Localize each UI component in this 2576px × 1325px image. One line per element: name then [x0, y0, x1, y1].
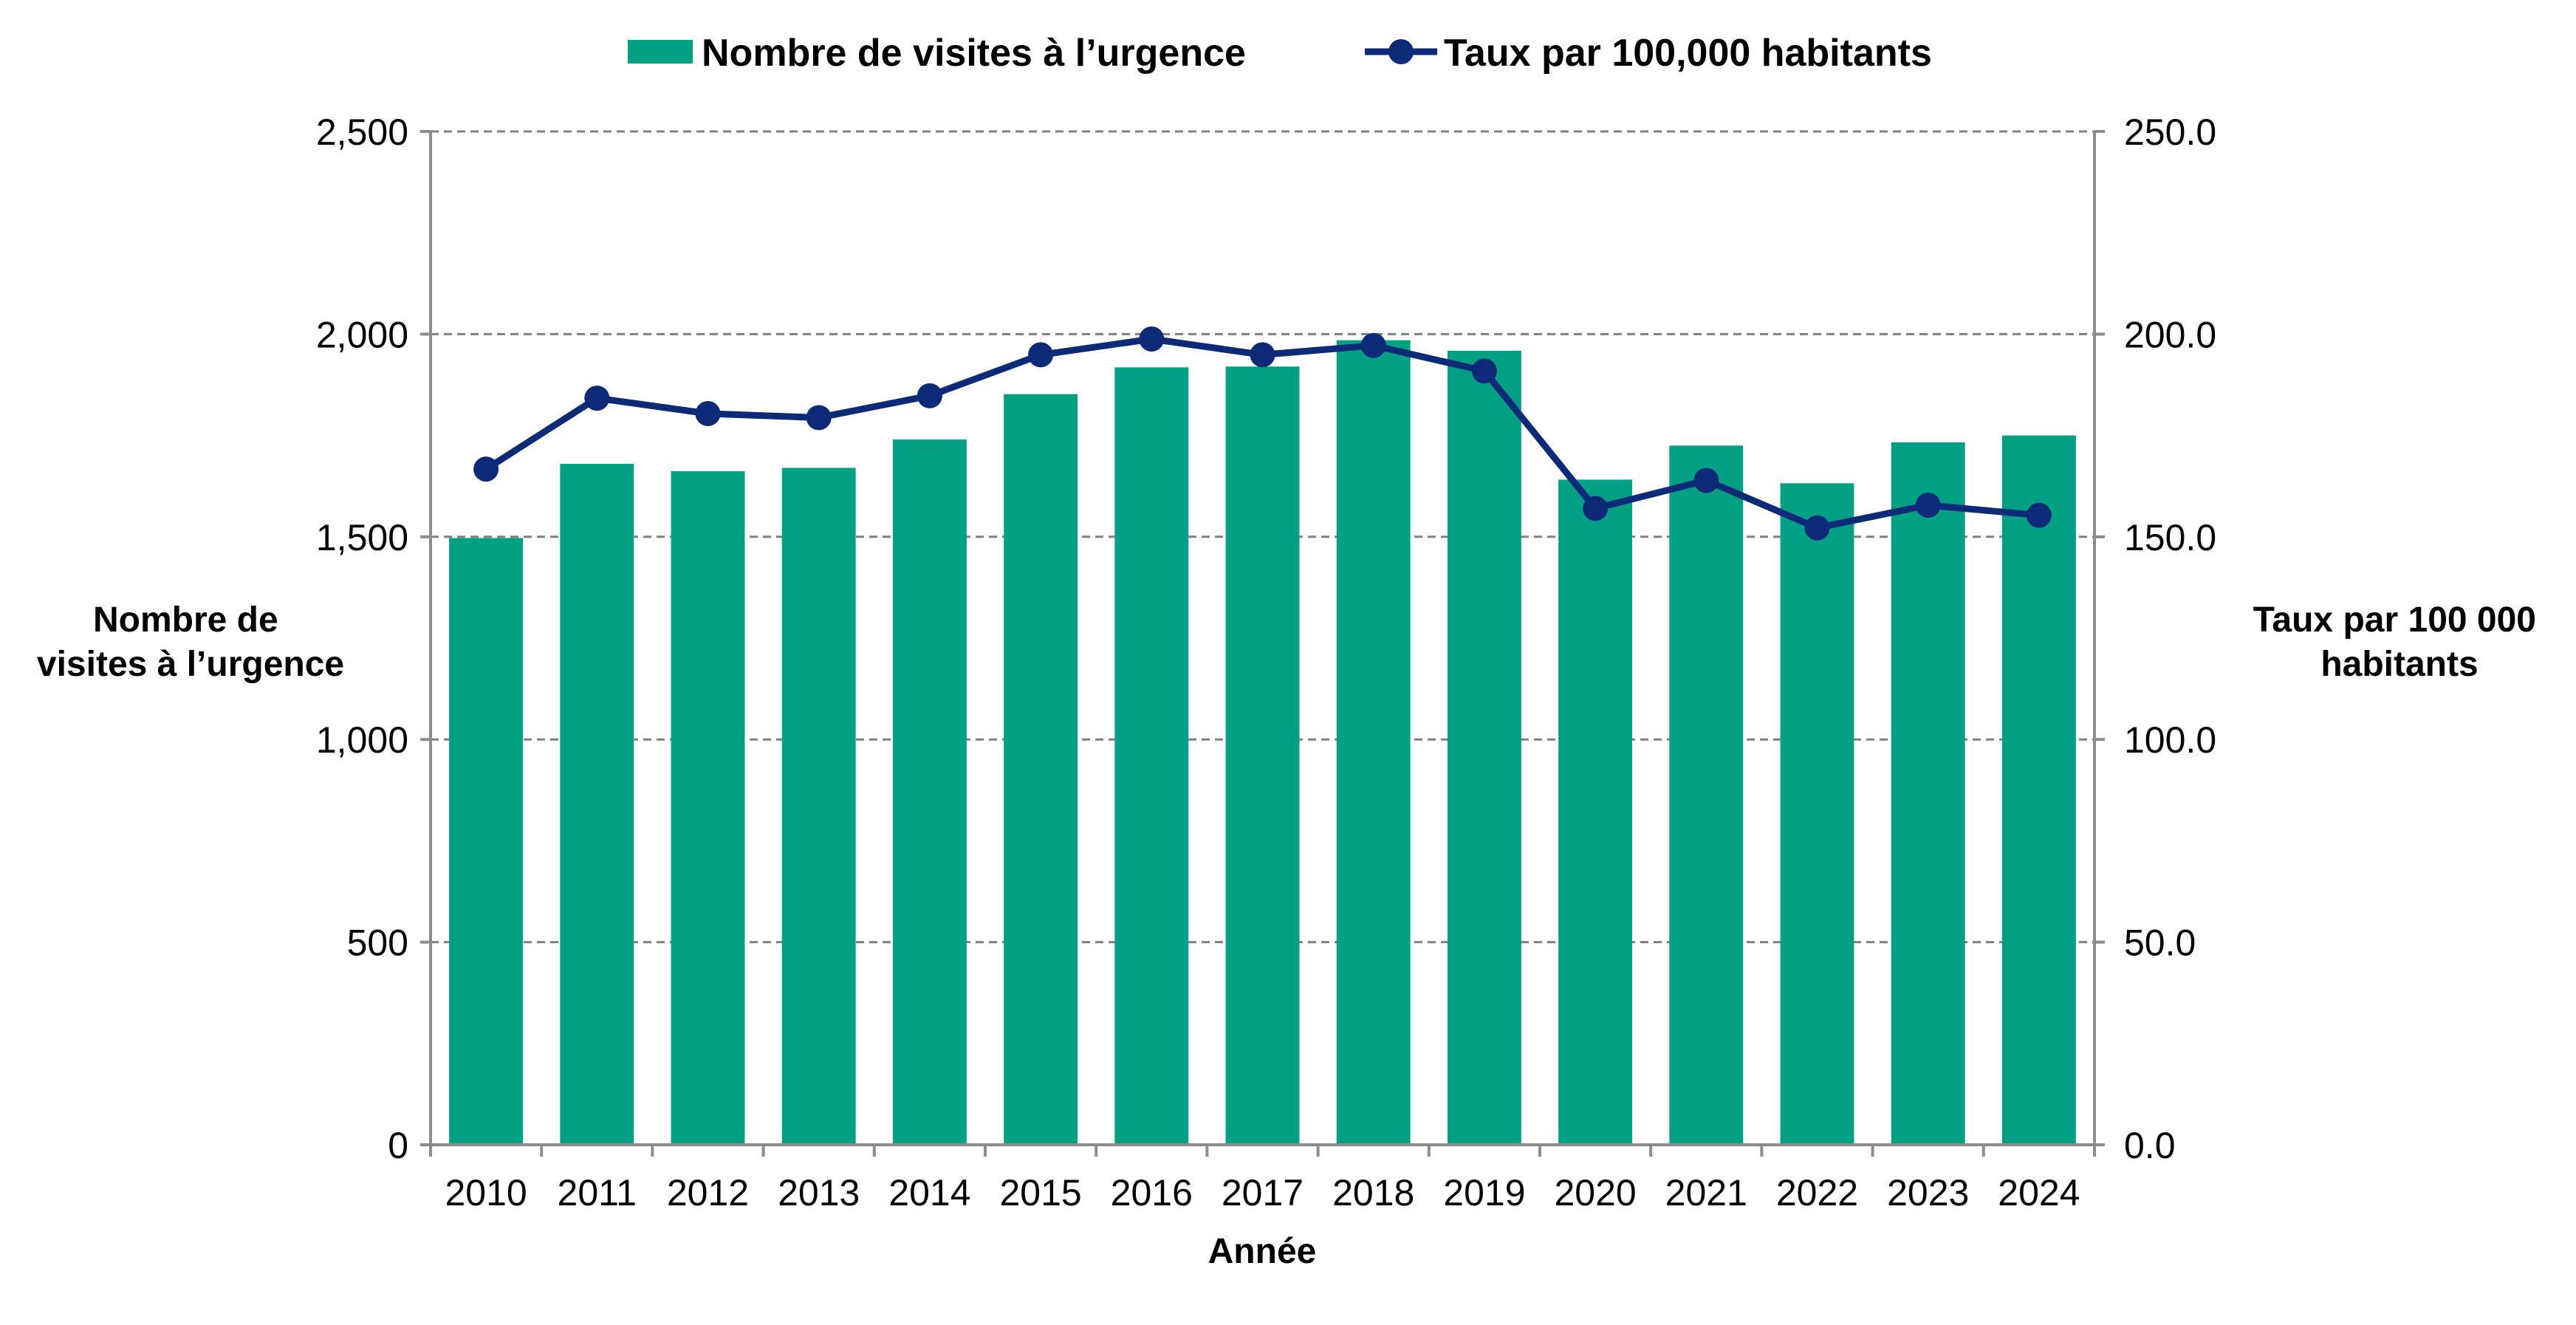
line-point: [1915, 492, 1941, 518]
bar: [1780, 483, 1854, 1145]
bar: [1669, 445, 1744, 1145]
legend-bar-label: Nombre de visites à l’urgence: [702, 32, 1246, 75]
line-point: [917, 383, 942, 408]
bar: [1004, 394, 1078, 1145]
right-axis-title-line-1: Taux par 100 000: [2253, 600, 2536, 640]
x-tick-label: 2018: [1332, 1172, 1414, 1213]
x-tick-label: 2022: [1776, 1172, 1858, 1213]
right-axis-title-line-2: habitants: [2320, 645, 2478, 684]
right-tick-label: 0.0: [2124, 1125, 2176, 1166]
x-axis-title: Année: [1208, 1232, 1317, 1271]
bar: [1114, 367, 1189, 1145]
bar: [1225, 366, 1300, 1146]
x-tick-label: 2013: [778, 1172, 860, 1213]
bar: [1447, 350, 1521, 1146]
x-tick-label: 2023: [1887, 1172, 1969, 1213]
bar: [449, 538, 524, 1145]
x-tick-label: 2019: [1443, 1172, 1525, 1213]
line-point: [2026, 502, 2052, 528]
bar: [671, 470, 745, 1145]
left-tick-label: 1,500: [316, 517, 408, 558]
bar: [2001, 435, 2076, 1145]
bar: [781, 468, 856, 1145]
legend-line-marker: [1388, 39, 1414, 64]
left-tick-label: 2,500: [316, 112, 408, 153]
tick-labels: 0 0.0 500 50.0 1,000 100.0 1,500 150.0 2,000 200.…: [316, 112, 2216, 1213]
bar: [892, 439, 967, 1145]
legend: Nombre de visites à l’urgence Taux par 1…: [628, 32, 1932, 75]
x-tick-label: 2010: [445, 1172, 527, 1213]
line-point: [1139, 326, 1165, 352]
x-tick-label: 2020: [1554, 1172, 1636, 1213]
x-tick-label: 2016: [1111, 1172, 1193, 1213]
left-axis-title: Nombre de visites à l’urgence: [37, 600, 344, 684]
bar: [1891, 442, 1965, 1145]
legend-bar-swatch: [628, 40, 693, 64]
x-tick-label: 2012: [667, 1172, 749, 1213]
right-tick-label: 100.0: [2124, 719, 2216, 761]
legend-line-label: Taux par 100,000 habitants: [1444, 32, 1932, 75]
right-axis-title: Taux par 100 000 habitants: [2253, 600, 2546, 684]
axes: [429, 131, 2096, 1146]
bar: [1336, 340, 1411, 1146]
x-tick-label: 2015: [999, 1172, 1081, 1213]
right-tick-label: 50.0: [2124, 922, 2196, 964]
line-point: [1804, 515, 1830, 541]
x-tick-label: 2024: [1998, 1172, 2080, 1213]
line-point: [695, 400, 721, 426]
left-tick-label: 2,000: [316, 314, 408, 355]
line-point: [1250, 342, 1275, 368]
line-point: [473, 456, 499, 482]
left-tick-label: 500: [347, 922, 408, 964]
left-axis-title-line-1: Nombre de: [93, 600, 278, 640]
right-tick-label: 200.0: [2124, 314, 2216, 355]
right-tick-label: 250.0: [2124, 112, 2216, 153]
right-tick-label: 150.0: [2124, 517, 2216, 558]
line-point: [806, 405, 832, 431]
line-series: [473, 326, 2052, 541]
left-axis-title-line-2: visites à l’urgence: [37, 645, 344, 684]
x-tick-label: 2017: [1222, 1172, 1304, 1213]
x-tick-label: 2021: [1665, 1172, 1747, 1213]
bar-series: [449, 340, 2076, 1146]
line-point: [584, 386, 610, 411]
bar: [1558, 479, 1633, 1145]
line-point: [1693, 468, 1719, 493]
left-tick-label: 1,000: [316, 719, 408, 761]
x-tick-label: 2014: [888, 1172, 970, 1213]
line-point: [1583, 496, 1609, 521]
x-tick-label: 2011: [558, 1172, 637, 1213]
line-point: [1471, 358, 1497, 384]
line-point: [1360, 332, 1386, 358]
bar: [560, 464, 634, 1145]
line-point: [1028, 342, 1054, 368]
left-tick-label: 0: [388, 1125, 408, 1166]
